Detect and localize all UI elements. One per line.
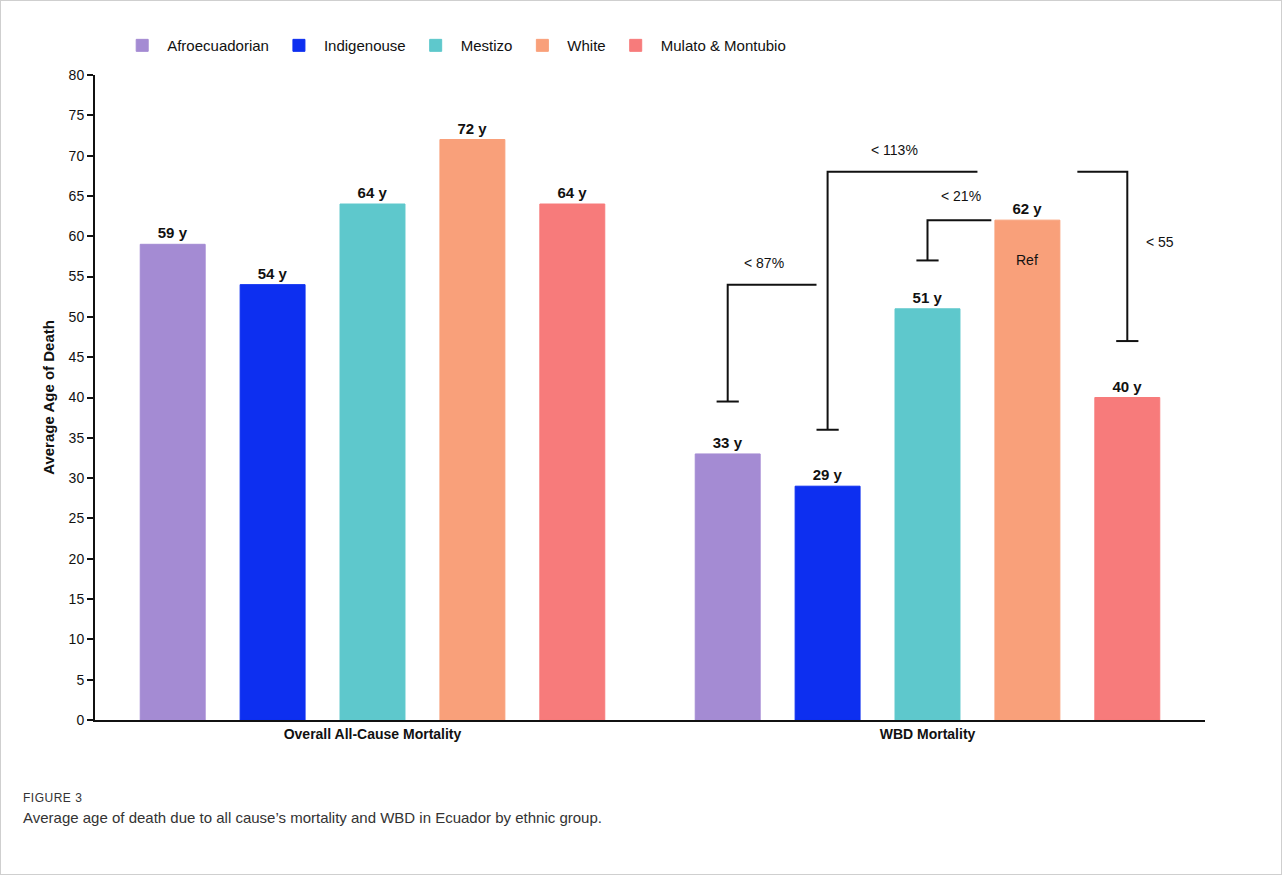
svg-text:55: 55 (69, 268, 85, 284)
svg-text:0: 0 (76, 712, 84, 728)
svg-text:29 y: 29 y (813, 466, 843, 483)
html-text:Average age of death due to al: Average age of death due to all cause’s … (23, 809, 602, 826)
svg-text:60: 60 (69, 228, 85, 244)
svg-text:20: 20 (69, 551, 85, 567)
svg-text:40 y: 40 y (1112, 378, 1142, 395)
svg-text:64 y: 64 y (557, 184, 587, 201)
svg-text:White: White (567, 37, 605, 54)
svg-text:33 y: 33 y (713, 434, 743, 451)
html-text:FIGURE 3: FIGURE 3 (23, 791, 83, 805)
svg-text:40: 40 (69, 389, 85, 405)
svg-text:< 55: < 55 (1146, 234, 1174, 250)
svg-text:50: 50 (69, 309, 85, 325)
svg-text:WBD Mortality: WBD Mortality (880, 726, 976, 742)
svg-text:15: 15 (69, 591, 85, 607)
svg-text:72 y: 72 y (457, 120, 487, 137)
svg-text:75: 75 (69, 107, 85, 123)
svg-text:Ref: Ref (1016, 252, 1038, 268)
svg-text:45: 45 (69, 349, 85, 365)
svg-text:51 y: 51 y (913, 289, 943, 306)
svg-text:Mulato & Montubio: Mulato & Montubio (661, 37, 786, 54)
svg-text:Overall All-Cause Mortality: Overall All-Cause Mortality (284, 726, 462, 742)
svg-text:62 y: 62 y (1012, 200, 1042, 217)
svg-text:< 113%: < 113% (871, 142, 918, 158)
svg-text:Afroecuadorian: Afroecuadorian (167, 37, 269, 54)
svg-text:Indigenouse: Indigenouse (324, 37, 406, 54)
svg-text:54 y: 54 y (258, 265, 288, 282)
svg-text:64 y: 64 y (358, 184, 388, 201)
svg-text:10: 10 (69, 631, 85, 647)
svg-text:< 21%: < 21% (941, 188, 981, 204)
svg-text:30: 30 (69, 470, 85, 486)
svg-text:Mestizo: Mestizo (461, 37, 513, 54)
svg-text:80: 80 (69, 67, 85, 83)
svg-text:59 y: 59 y (158, 224, 188, 241)
svg-text:70: 70 (69, 148, 85, 164)
svg-text:25: 25 (69, 510, 85, 526)
svg-text:5: 5 (76, 672, 84, 688)
svg-text:Average Age of Death: Average Age of Death (40, 320, 57, 475)
svg-text:35: 35 (69, 430, 85, 446)
svg-text:< 87%: < 87% (744, 255, 784, 271)
svg-text:65: 65 (69, 188, 85, 204)
